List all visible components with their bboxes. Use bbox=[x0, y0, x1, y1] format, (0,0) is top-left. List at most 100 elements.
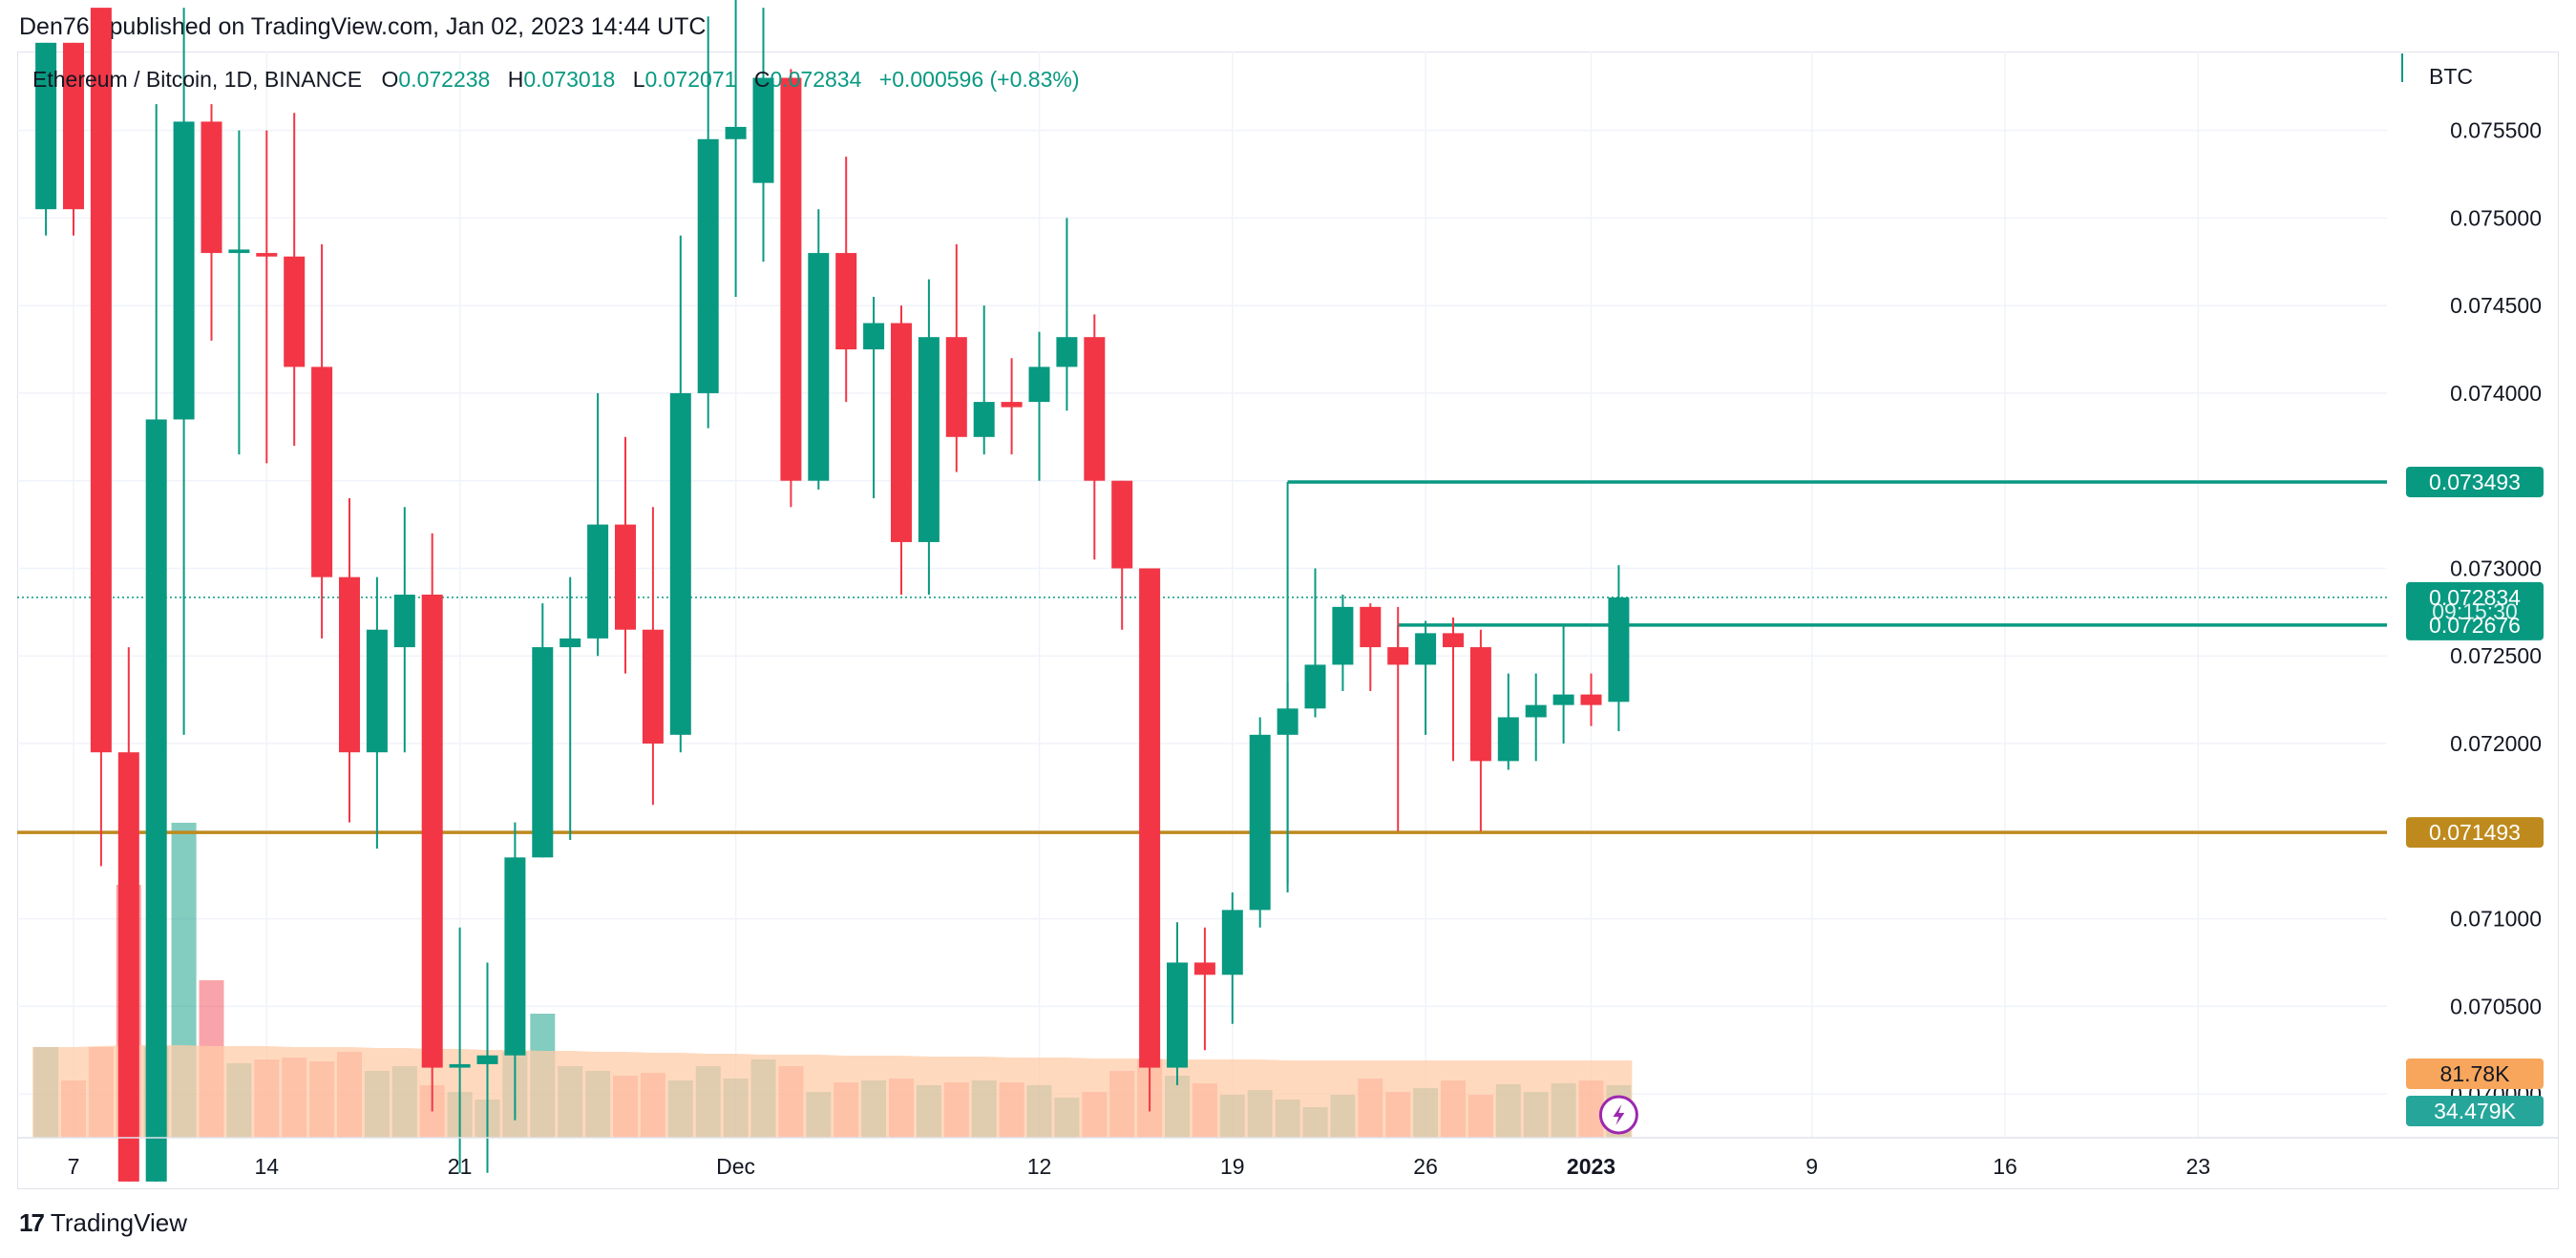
x-tick-label: 7 bbox=[68, 1154, 80, 1179]
level-price-text: 0.072676 bbox=[2429, 613, 2521, 638]
candle-body bbox=[1415, 633, 1437, 665]
x-tick-label: 26 bbox=[1413, 1154, 1438, 1179]
y-tick-label: 0.074000 bbox=[2450, 381, 2542, 406]
tradingview-brand: TradingView bbox=[50, 1208, 187, 1237]
resistance-price-tag-bg bbox=[2406, 466, 2544, 497]
candle-body bbox=[1056, 337, 1078, 367]
last-price-text: 0.072834 bbox=[2429, 585, 2521, 610]
resistance-price-tag-text: 0.073493 bbox=[2429, 470, 2521, 494]
candle-body bbox=[1193, 962, 1215, 975]
support-price-tag: 0.071493 bbox=[2406, 817, 2544, 849]
y-tick-label: 0.073000 bbox=[2450, 556, 2542, 580]
candle-body bbox=[1360, 606, 1382, 648]
candle-body bbox=[1084, 337, 1106, 481]
symbol-title[interactable]: Ethereum / Bitcoin, 1D, BINANCE bbox=[32, 67, 363, 92]
candle-body bbox=[339, 577, 360, 753]
candle-body bbox=[1497, 717, 1519, 762]
candle-body bbox=[1001, 402, 1023, 408]
y-tick-label: 0.074500 bbox=[2450, 293, 2542, 318]
candle-body bbox=[697, 138, 719, 393]
x-tick-label: 16 bbox=[1993, 1154, 2017, 1179]
y-tick-label: 0.075500 bbox=[2450, 118, 2542, 143]
volume-moving-average bbox=[32, 1045, 1633, 1138]
open-label: O bbox=[381, 67, 399, 92]
candle-body bbox=[918, 337, 940, 542]
chart-frame bbox=[17, 52, 2559, 1189]
candle-body bbox=[587, 524, 609, 639]
close-value: 0.072834 bbox=[770, 67, 862, 92]
x-tick-label: 14 bbox=[255, 1154, 280, 1179]
candle-body bbox=[1249, 734, 1271, 911]
candle-body bbox=[615, 524, 636, 630]
candles bbox=[35, 0, 1638, 1182]
candle-body bbox=[780, 77, 802, 481]
x-tick-label: 9 bbox=[1805, 1154, 1818, 1179]
candle-body bbox=[1469, 647, 1491, 762]
open-value: 0.072238 bbox=[398, 67, 491, 92]
candle-body bbox=[1111, 480, 1133, 569]
change-value: +0.000596 (+0.83%) bbox=[878, 67, 1080, 92]
y-tick-label: 0.072500 bbox=[2450, 643, 2542, 668]
volume-ma-tag-text: 81.78K bbox=[2440, 1061, 2511, 1086]
volume-ma-tag-bg bbox=[2406, 1059, 2544, 1089]
candle-body bbox=[145, 419, 167, 1182]
x-tick-label: 23 bbox=[2186, 1154, 2211, 1179]
y-tick-label: 0.075000 bbox=[2450, 205, 2542, 230]
candle-body bbox=[228, 249, 250, 254]
candle-body bbox=[63, 42, 84, 210]
x-tick-label: Dec bbox=[716, 1154, 755, 1179]
tradingview-logo[interactable]: 17 TradingView bbox=[19, 1208, 187, 1238]
volume-last-tag: 34.479K bbox=[2406, 1096, 2544, 1126]
lightning-glyph bbox=[1613, 1104, 1625, 1125]
candle-body bbox=[35, 42, 57, 210]
candle-body bbox=[173, 121, 195, 420]
candle-body bbox=[560, 638, 581, 648]
candle-body bbox=[1580, 694, 1602, 705]
volume-last-tag-bg bbox=[2406, 1096, 2544, 1126]
candle-body bbox=[725, 126, 747, 139]
x-tick-label: 2023 bbox=[1567, 1154, 1615, 1179]
candle-body bbox=[1443, 633, 1464, 648]
x-tick-label: 12 bbox=[1027, 1154, 1052, 1179]
tradingview-logo-icon: 17 bbox=[19, 1208, 45, 1237]
candle-body bbox=[476, 1055, 498, 1064]
high-label: H bbox=[507, 67, 524, 92]
currency-label: BTC bbox=[2429, 64, 2473, 89]
candle-body bbox=[945, 337, 967, 437]
candle-body bbox=[201, 121, 222, 254]
volume-last-tag-text: 34.479K bbox=[2434, 1099, 2516, 1123]
low-label: L bbox=[632, 67, 645, 92]
candle-body bbox=[1608, 597, 1630, 702]
candle-body bbox=[863, 323, 885, 350]
candle-body bbox=[752, 77, 774, 183]
candle-body bbox=[1277, 708, 1299, 735]
countdown-text: 09:15:30 bbox=[2432, 598, 2518, 623]
candle-body bbox=[90, 8, 112, 753]
candle-body bbox=[449, 1063, 471, 1068]
y-tick-label: 0.071000 bbox=[2450, 907, 2542, 932]
candle-body bbox=[284, 256, 306, 367]
candle-body bbox=[1139, 568, 1161, 1068]
publish-attribution: Den767 published on TradingView.com, Jan… bbox=[19, 13, 707, 40]
x-tick-label: 19 bbox=[1220, 1154, 1245, 1179]
last-price-tag-bg bbox=[2406, 581, 2544, 640]
high-value: 0.073018 bbox=[523, 67, 616, 92]
candle-body bbox=[256, 253, 278, 257]
x-tick-label: 21 bbox=[448, 1154, 473, 1179]
candle-body bbox=[1304, 664, 1326, 709]
candle-body bbox=[1221, 910, 1243, 975]
y-tick-label: 0.072000 bbox=[2450, 731, 2542, 756]
candle-body bbox=[835, 253, 857, 350]
candle-body bbox=[393, 595, 415, 648]
candle-body bbox=[504, 857, 526, 1056]
volume-ma-tag: 81.78K bbox=[2406, 1059, 2544, 1089]
candle-body bbox=[532, 647, 554, 858]
low-value: 0.072071 bbox=[644, 67, 737, 92]
candle-body bbox=[1028, 367, 1050, 403]
resistance-price-tag: 0.073493 bbox=[2406, 466, 2544, 497]
y-tick-label: 0.070500 bbox=[2450, 994, 2542, 1018]
candle-body bbox=[973, 402, 995, 437]
candle-body bbox=[1525, 704, 1547, 718]
support-price-tag-text: 0.071493 bbox=[2429, 820, 2521, 845]
